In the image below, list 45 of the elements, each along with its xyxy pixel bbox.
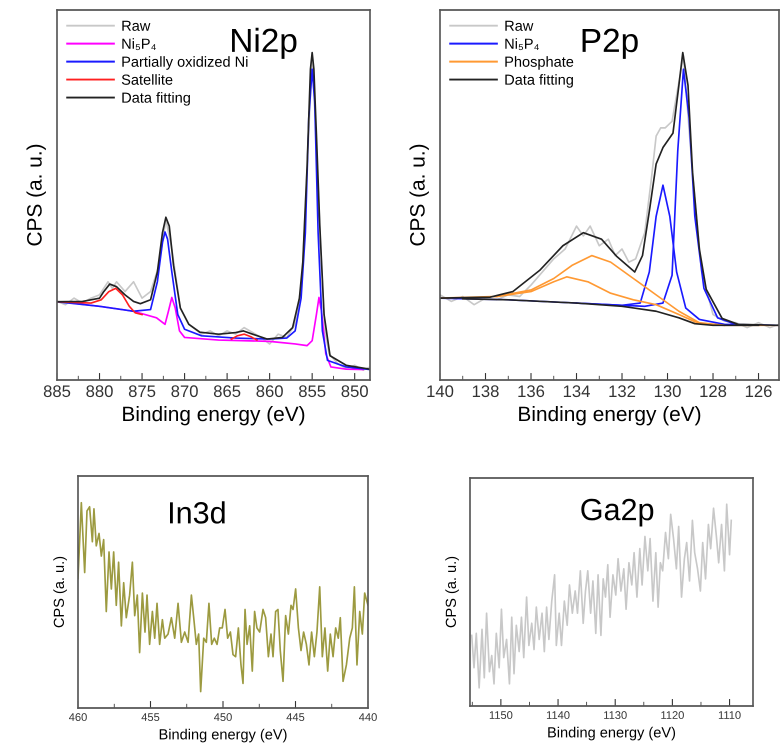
x-tick-label: 128 [700,385,726,398]
x-tick-label: 850 [342,385,368,398]
x-tick-label: 140 [427,385,454,398]
x-axis-title: Binding energy (eV) [519,406,700,426]
x-tick-label: 132 [609,385,636,398]
x-tick-label: 870 [171,385,198,398]
chart-title: In3d [170,501,225,524]
x-tick-label: 1140 [546,711,570,720]
x-tick-label: 126 [746,385,772,398]
legend-label: Raw [122,20,150,31]
x-tick-label: 1130 [604,711,627,720]
x-tick-label: 855 [298,385,326,398]
legend-label: Raw [505,20,534,31]
legend-label: Phosphate [505,56,574,70]
legend-label: Ni₅P₄ [122,38,156,50]
x-tick-label: 865 [214,385,240,398]
x-tick-label: 130 [654,385,681,398]
legend-label: Data fitting [122,92,190,106]
x-tick-label: 134 [564,385,590,398]
y-axis-title: CPS (a. u.) [53,556,67,628]
x-tick-label: 445 [286,713,304,722]
x-tick-label: 860 [256,385,283,398]
x-tick-label: 460 [68,713,87,722]
x-axis-title: Binding energy (eV) [160,728,287,742]
y-axis-title: CPS (a. u.) [445,556,459,628]
x-tick-label: 136 [518,385,544,398]
x-tick-label: 880 [86,385,113,398]
x-tick-label: 440 [358,713,377,722]
legend-label: Satellite [122,74,172,85]
x-tick-label: 1110 [718,711,741,720]
x-axis-title: Binding energy (eV) [123,406,304,426]
legend-label: Data fitting [505,74,573,88]
x-tick-label: 1150 [490,711,512,720]
x-tick-label: 885 [44,385,70,398]
y-axis-title: CPS (a. u.) [26,144,46,246]
x-tick-label: 1120 [661,711,684,720]
x-tick-label: 455 [141,713,160,722]
chart-title: P2p [582,28,638,59]
legend-label: Ni₅P₄ [505,38,539,50]
x-tick-label: 875 [128,385,156,398]
y-axis-title: CPS (a. u.) [409,144,429,246]
x-axis-title: Binding energy (eV) [548,726,676,740]
chart-title: Ga2p [581,498,654,526]
x-tick-label: 138 [472,385,499,398]
x-tick-label: 450 [214,713,232,722]
